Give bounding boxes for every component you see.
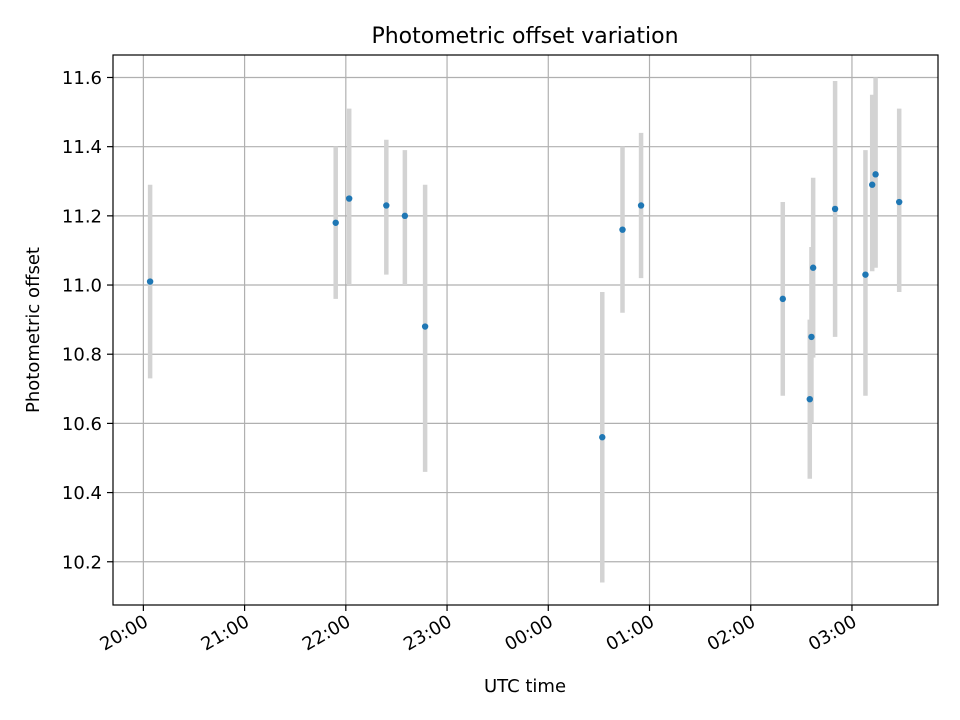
data-point bbox=[332, 219, 339, 226]
data-point bbox=[779, 295, 786, 303]
data-point bbox=[862, 271, 869, 278]
y-tick-label: 11.6 bbox=[62, 68, 102, 89]
y-tick-label: 10.6 bbox=[62, 414, 102, 435]
chart-title: Photometric offset variation bbox=[371, 24, 678, 49]
data-point bbox=[831, 205, 839, 213]
data-points bbox=[146, 171, 903, 441]
data-point bbox=[599, 434, 606, 441]
data-point bbox=[383, 202, 390, 209]
data-point bbox=[872, 171, 879, 178]
y-axis: 10.2 10.4 10.6 10.8 11.0 11.2 11.4 11.6 bbox=[62, 68, 113, 573]
data-point bbox=[146, 278, 154, 285]
y-tick-label: 10.4 bbox=[62, 483, 102, 504]
data-point bbox=[619, 226, 626, 233]
y-axis-title: Photometric offset bbox=[23, 247, 44, 413]
data-point bbox=[809, 264, 817, 271]
data-point bbox=[345, 195, 353, 202]
data-point bbox=[806, 395, 813, 403]
y-tick-label: 10.8 bbox=[62, 345, 102, 366]
x-axis-title: UTC time bbox=[484, 676, 566, 697]
data-point bbox=[401, 212, 409, 220]
grid bbox=[113, 55, 938, 605]
y-tick-label: 11.4 bbox=[62, 137, 102, 158]
data-point bbox=[869, 181, 876, 188]
plot-area-frame bbox=[112, 54, 939, 606]
data-point bbox=[637, 202, 645, 209]
data-point bbox=[421, 323, 429, 330]
y-tick-label: 11.0 bbox=[62, 276, 102, 297]
y-tick-label: 10.2 bbox=[62, 552, 102, 573]
data-point bbox=[895, 198, 903, 206]
data-point bbox=[808, 333, 815, 341]
y-tick-label: 11.2 bbox=[62, 206, 102, 227]
